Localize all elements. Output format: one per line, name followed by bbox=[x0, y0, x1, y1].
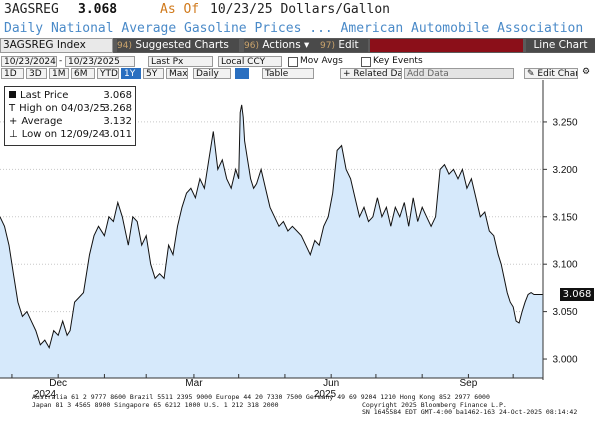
security-index-field[interactable]: 3AGSREG Index bbox=[0, 38, 113, 53]
y-tick-label: 3.250 bbox=[552, 117, 577, 128]
suggested-number: 94) bbox=[117, 41, 132, 51]
legend-last-value: 3.068 bbox=[103, 90, 132, 101]
footer-contacts-2: Japan 81 3 4565 8900 Singapore 65 6212 1… bbox=[32, 401, 279, 409]
legend-low-label: Low on 12/09/24 bbox=[21, 129, 106, 140]
edit-chart-label: Edit Chart bbox=[537, 69, 578, 79]
field-selector[interactable]: Last Px bbox=[148, 56, 213, 67]
legend-low-value: 3.011 bbox=[103, 129, 132, 140]
y-tick-label: 3.100 bbox=[552, 260, 577, 271]
low-marker-icon: ⊥ bbox=[9, 129, 18, 140]
settings-gear-icon[interactable]: ⚙ bbox=[582, 67, 591, 77]
average-marker-icon: + bbox=[9, 116, 18, 127]
table-button[interactable]: Table bbox=[262, 68, 314, 79]
period-button-6m[interactable]: 6M bbox=[71, 68, 95, 79]
legend-high-row: T High on 04/03/25 bbox=[9, 103, 106, 115]
edit-button[interactable]: 97) Edit bbox=[320, 39, 368, 52]
price-area-fill bbox=[0, 104, 543, 379]
title-bar-strip bbox=[370, 39, 523, 52]
x-year-label: 2024 bbox=[34, 389, 57, 400]
add-data-field[interactable]: Add Data bbox=[404, 68, 514, 79]
legend-last-row: Last Price bbox=[9, 90, 68, 102]
asof-value: 10/23/25 Dollars/Gallon bbox=[210, 2, 391, 17]
related-data-label: Related Dat bbox=[353, 69, 402, 79]
series-description: Daily National Average Gasoline Prices .… bbox=[4, 21, 584, 36]
x-year-label: 2025 bbox=[314, 389, 337, 400]
edit-label: Edit bbox=[338, 39, 359, 51]
y-tick-label: 3.050 bbox=[552, 307, 577, 318]
actions-number: 96) bbox=[244, 41, 259, 51]
period-button-1d[interactable]: 1D bbox=[1, 68, 24, 79]
add-icon: + bbox=[343, 69, 351, 79]
mov-avgs-label: Mov Avgs bbox=[300, 56, 343, 66]
toolbar: 3AGSREG Index 94) Suggested Charts 96) A… bbox=[0, 38, 595, 53]
related-data-button[interactable]: + Related Dat bbox=[340, 68, 402, 79]
header-bar bbox=[0, 0, 595, 20]
legend-low-row: ⊥ Low on 12/09/24 bbox=[9, 129, 105, 141]
suggested-charts-label: Suggested Charts bbox=[135, 39, 229, 51]
legend-last-label: Last Price bbox=[20, 90, 69, 101]
end-date-field[interactable]: 10/23/2025 bbox=[65, 56, 135, 67]
period-button-3d[interactable]: 3D bbox=[26, 68, 47, 79]
period-button-1m[interactable]: 1M bbox=[49, 68, 69, 79]
line-chart-label[interactable]: Line Chart bbox=[526, 39, 595, 52]
chart-legend: Last Price 3.068 T High on 04/03/25 3.268… bbox=[4, 86, 136, 146]
period-button-1y[interactable]: 1Y bbox=[121, 68, 141, 79]
last-price-marker: 3.068 bbox=[560, 288, 594, 301]
y-tick-label: 3.200 bbox=[552, 165, 577, 176]
last-price-value: 3.068 bbox=[78, 2, 118, 17]
y-tick-label: 3.150 bbox=[552, 212, 577, 223]
x-tick-label: Mar bbox=[185, 378, 203, 389]
high-marker-icon: T bbox=[9, 103, 16, 114]
y-tick-label: 3.000 bbox=[552, 355, 577, 366]
legend-avg-row: + Average bbox=[9, 116, 62, 128]
edit-number: 97) bbox=[320, 41, 335, 51]
key-events-checkbox[interactable] bbox=[361, 57, 371, 67]
edit-chart-button[interactable]: ✎ Edit Chart bbox=[524, 68, 578, 79]
frequency-selector[interactable]: Daily bbox=[193, 68, 231, 79]
ticker-symbol: 3AGSREG bbox=[4, 2, 59, 17]
legend-high-value: 3.268 bbox=[103, 103, 132, 114]
asof-label: As Of bbox=[160, 2, 200, 17]
period-button-ytd[interactable]: YTD bbox=[97, 68, 119, 79]
actions-label: Actions bbox=[262, 39, 301, 51]
last-price-swatch bbox=[9, 91, 16, 98]
date-separator: - bbox=[59, 56, 63, 66]
legend-avg-label: Average bbox=[21, 116, 63, 127]
x-tick-label: Jun bbox=[323, 378, 339, 389]
x-tick-label: Sep bbox=[460, 378, 478, 389]
footer-contacts-1: Australia 61 2 9777 8600 Brazil 5511 239… bbox=[32, 393, 490, 401]
period-button-max[interactable]: Max bbox=[166, 68, 188, 79]
footer-session: SN 1645584 EDT GMT-4:00 ba1462-163 24-Oc… bbox=[362, 408, 578, 416]
price-line bbox=[0, 104, 543, 350]
actions-button[interactable]: 96) Actions ▾ bbox=[244, 39, 326, 52]
legend-avg-value: 3.132 bbox=[103, 116, 132, 127]
actions-chevron-icon: ▾ bbox=[304, 39, 310, 51]
y-axis: 3.000 3.050 3.100 3.150 3.200 3.250 bbox=[542, 80, 578, 380]
period-button-5y[interactable]: 5Y bbox=[143, 68, 164, 79]
x-tick-label: Dec bbox=[49, 378, 67, 389]
suggested-charts-button[interactable]: 94) Suggested Charts bbox=[117, 39, 239, 52]
legend-high-label: High on 04/03/25 bbox=[19, 103, 106, 114]
currency-selector[interactable]: Local CCY bbox=[218, 56, 282, 67]
footer-copyright: Copyright 2025 Bloomberg Finance L.P. bbox=[362, 401, 507, 409]
key-events-label: Key Events bbox=[373, 56, 423, 66]
pencil-icon: ✎ bbox=[527, 69, 535, 79]
price-chart: 3.000 3.050 3.100 3.150 3.200 3.250 Dec Mar Jun… bbox=[0, 80, 578, 400]
mov-avgs-checkbox[interactable] bbox=[288, 57, 298, 67]
area-style-button[interactable] bbox=[235, 68, 249, 79]
x-axis: Dec Mar Jun Sep 2024 2025 bbox=[0, 374, 543, 400]
start-date-field[interactable]: 10/23/2024 bbox=[1, 56, 57, 67]
